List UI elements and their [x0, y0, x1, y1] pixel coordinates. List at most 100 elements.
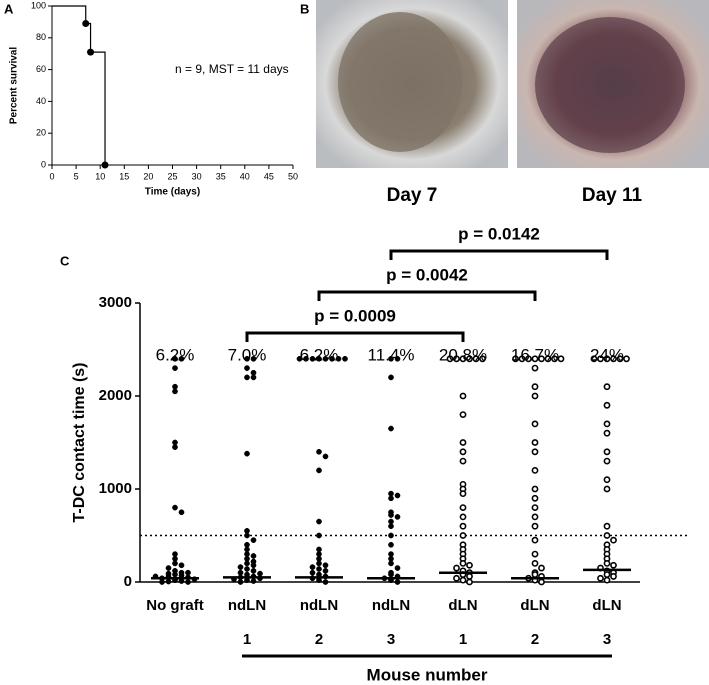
- data-point: [394, 355, 401, 362]
- data-point: [335, 355, 342, 362]
- data-point: [453, 564, 460, 572]
- mouse-number: 1: [459, 631, 467, 648]
- data-point: [296, 355, 303, 362]
- data-point: [316, 532, 322, 539]
- data-point: [250, 553, 257, 559]
- data-point: [309, 355, 316, 362]
- x-tick-label: 50: [288, 171, 298, 181]
- data-point: [466, 578, 473, 586]
- data-point: [250, 374, 257, 381]
- data-point: [172, 365, 178, 371]
- y-tick-label: 100: [31, 0, 46, 10]
- y-tick-label: 20: [36, 128, 46, 138]
- data-point: [316, 355, 322, 362]
- x-tick-label: 15: [119, 171, 129, 181]
- data-point: [316, 467, 322, 474]
- x-tick-label: ndLN: [228, 597, 266, 614]
- data-point: [303, 355, 309, 362]
- x-tick-label: 45: [264, 171, 274, 181]
- data-point: [518, 355, 526, 363]
- data-point: [322, 562, 329, 569]
- percent-label: 7.0%: [228, 345, 267, 364]
- data-point: [459, 439, 467, 446]
- data-point: [616, 355, 624, 363]
- data-point: [531, 536, 539, 544]
- data-point: [322, 355, 329, 362]
- photo-caption: Day 7: [387, 185, 438, 206]
- data-point: [459, 355, 467, 363]
- significance-bracket: [245, 331, 465, 342]
- data-point: [459, 392, 467, 400]
- data-point: [172, 444, 178, 450]
- data-point: [172, 388, 178, 395]
- data-point: [531, 439, 539, 446]
- data-point: [172, 504, 178, 511]
- data-point: [531, 383, 539, 391]
- photo-wound: [338, 12, 462, 152]
- data-point: [531, 522, 539, 530]
- data-point: [603, 476, 611, 484]
- data-point: [466, 561, 473, 569]
- data-point: [388, 495, 394, 502]
- data-point: [603, 448, 611, 456]
- data-point: [603, 532, 611, 539]
- data-point: [250, 355, 257, 362]
- data-point: [388, 571, 394, 578]
- data-point: [322, 579, 329, 585]
- data-point: [172, 355, 178, 362]
- data-point: [244, 355, 250, 362]
- data-point: [453, 355, 460, 363]
- data-point: [309, 564, 316, 570]
- data-point: [610, 573, 617, 580]
- photo-caption: Day 11: [582, 185, 643, 206]
- data-point: [531, 560, 539, 567]
- percent-label: 16.7%: [511, 345, 559, 364]
- data-point: [466, 573, 473, 580]
- data-point: [185, 569, 191, 576]
- data-point: [322, 453, 329, 460]
- y-tick-label: 3000: [99, 294, 132, 311]
- data-point: [531, 448, 539, 456]
- data-point: [316, 566, 322, 572]
- data-point: [531, 355, 539, 363]
- data-point: [459, 576, 467, 584]
- data-point: [459, 513, 467, 521]
- data-point: [309, 569, 316, 576]
- data-point: [531, 485, 539, 493]
- data-point: [538, 355, 545, 363]
- data-point: [544, 355, 552, 363]
- data-point: [459, 448, 467, 456]
- data-point: [551, 355, 558, 363]
- data-point: [250, 567, 257, 574]
- data-point: [603, 522, 611, 530]
- x-tick-label: 10: [95, 171, 105, 181]
- data-point: [237, 579, 244, 585]
- data-point: [316, 560, 322, 567]
- data-point: [244, 532, 250, 539]
- data-point: [603, 383, 611, 391]
- data-point: [531, 504, 539, 511]
- data-point: [388, 374, 394, 381]
- data-point: [250, 537, 257, 544]
- censor-dot: [87, 48, 95, 56]
- data-point: [479, 355, 486, 363]
- x-tick-label: 30: [192, 171, 202, 181]
- panel-label: A: [4, 1, 14, 16]
- y-tick-label: 60: [36, 64, 46, 74]
- panel-label: C: [60, 253, 70, 268]
- data-point: [466, 355, 473, 363]
- p-value: p = 0.0009: [314, 306, 396, 325]
- x-tick-label: ndLN: [300, 597, 338, 614]
- data-point: [244, 374, 250, 381]
- data-point: [453, 574, 460, 582]
- data-point: [538, 578, 545, 586]
- data-point: [316, 518, 322, 525]
- data-point: [525, 355, 532, 363]
- x-tick-label: 40: [240, 171, 250, 181]
- data-point: [322, 567, 329, 574]
- x-tick-label: dLN: [448, 597, 477, 614]
- x-tick-label: 0: [49, 171, 54, 181]
- data-point: [388, 512, 394, 518]
- data-point: [623, 355, 630, 363]
- x-tick-label: 20: [143, 171, 153, 181]
